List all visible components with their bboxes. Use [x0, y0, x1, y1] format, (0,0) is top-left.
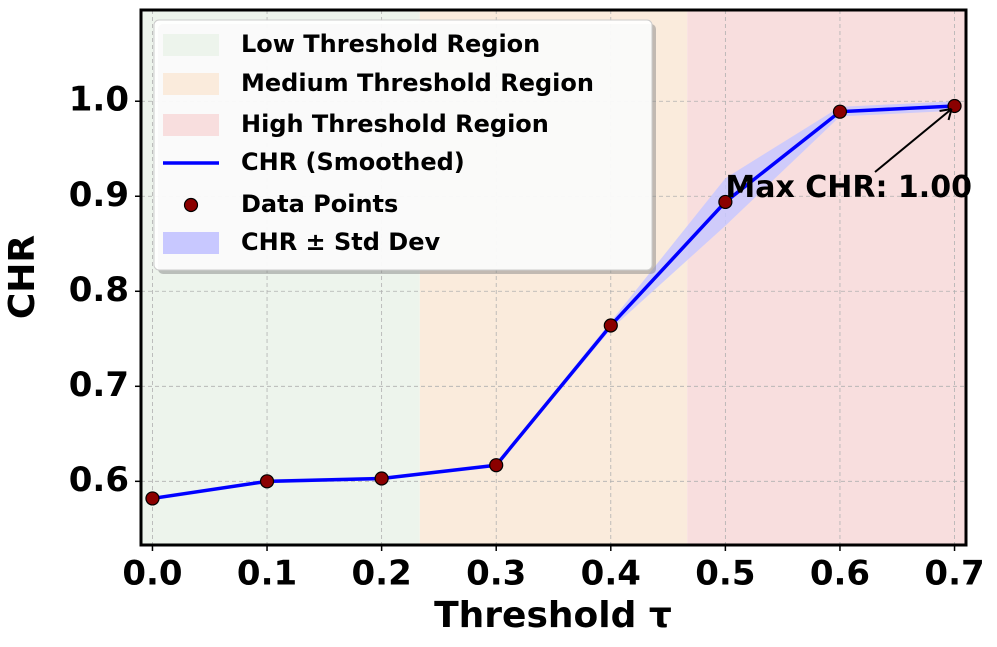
x-tick-label: 0.0: [122, 554, 182, 594]
y-tick-label: 0.7: [69, 365, 129, 405]
legend-label: CHR ± Std Dev: [241, 228, 440, 256]
data-point: [603, 318, 618, 333]
x-tick-label: 0.5: [695, 554, 755, 594]
y-tick-label: 0.6: [69, 460, 129, 500]
legend: Low Threshold Region Medium Threshold Reg…: [153, 19, 656, 274]
legend-box: [153, 19, 653, 271]
legend-label: Data Points: [241, 190, 398, 218]
legend-swatch: [163, 73, 219, 95]
y-axis-label: CHR: [2, 235, 43, 319]
data-point: [259, 474, 275, 489]
legend-label: Low Threshold Region: [241, 30, 540, 58]
legend-swatch: [163, 114, 219, 136]
plot-frame: [139, 8, 968, 547]
y-tick-label: 0.8: [69, 270, 129, 310]
legend-swatch: [163, 232, 219, 254]
legend-swatch: [183, 197, 199, 213]
data-point: [145, 491, 160, 506]
legend-swatch: [163, 34, 219, 56]
legend-label: Medium Threshold Region: [241, 69, 594, 97]
x-tick-label: 0.4: [581, 554, 641, 594]
x-tick-label: 0.1: [237, 554, 297, 594]
line: [152, 104, 955, 501]
legend-label: High Threshold Region: [241, 110, 549, 138]
data-point: [718, 194, 733, 210]
x-tick-label: 0.7: [924, 554, 984, 594]
data-point: [489, 458, 504, 473]
data-point: [374, 471, 389, 486]
x-tick-label: 0.2: [352, 554, 412, 594]
x-axis-label: Threshold τ: [434, 595, 672, 636]
x-tick-label: 0.6: [810, 554, 870, 594]
data-point: [832, 104, 848, 119]
y-tick-label: 0.9: [69, 175, 129, 215]
annotation: Max CHR: 1.00: [725, 170, 972, 205]
y-tick-label: 1.0: [69, 80, 129, 120]
legend-label: CHR (Smoothed): [241, 148, 465, 176]
annotation-arrow: [874, 108, 953, 173]
x-tick-label: 0.3: [466, 554, 526, 594]
region: [687, 10, 966, 545]
annotation-arrowhead: [939, 107, 953, 121]
